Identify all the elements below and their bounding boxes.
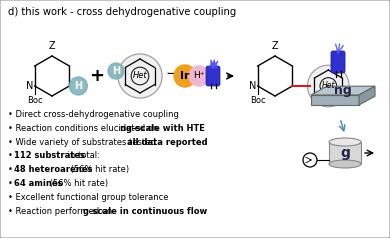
Text: 64 amines: 64 amines bbox=[14, 179, 63, 188]
Text: Ir: Ir bbox=[180, 71, 190, 81]
Text: g-scale in continuous flow: g-scale in continuous flow bbox=[83, 207, 207, 216]
Text: • Wide variety of substrates tested –: • Wide variety of substrates tested – bbox=[8, 138, 165, 147]
Text: g: g bbox=[340, 146, 350, 160]
Text: ng: ng bbox=[334, 84, 352, 97]
Polygon shape bbox=[359, 86, 375, 105]
Text: d) this work - cross dehydrogenative coupling: d) this work - cross dehydrogenative cou… bbox=[8, 7, 236, 17]
Text: all data reported: all data reported bbox=[127, 138, 207, 147]
Polygon shape bbox=[311, 95, 359, 105]
FancyBboxPatch shape bbox=[206, 66, 220, 86]
Text: 112 substrates: 112 substrates bbox=[14, 151, 85, 160]
Text: Z: Z bbox=[49, 41, 55, 51]
Circle shape bbox=[69, 77, 87, 95]
FancyBboxPatch shape bbox=[331, 51, 345, 73]
Text: • Direct cross-dehydrogenative coupling: • Direct cross-dehydrogenative coupling bbox=[8, 110, 179, 119]
Text: Boc: Boc bbox=[27, 96, 43, 105]
Text: •: • bbox=[8, 151, 16, 160]
Ellipse shape bbox=[329, 138, 361, 146]
Text: N: N bbox=[26, 81, 34, 91]
Ellipse shape bbox=[329, 160, 361, 168]
Circle shape bbox=[108, 63, 124, 79]
Text: H: H bbox=[74, 81, 82, 91]
Ellipse shape bbox=[308, 65, 349, 107]
Text: 48 heteroarenes: 48 heteroarenes bbox=[14, 165, 92, 174]
Text: •: • bbox=[8, 165, 16, 174]
Text: Het: Het bbox=[133, 71, 147, 80]
Text: (56% hit rate): (56% hit rate) bbox=[47, 179, 108, 188]
Text: H⁺: H⁺ bbox=[193, 71, 205, 80]
Circle shape bbox=[189, 66, 209, 86]
Text: • Reaction performed on: • Reaction performed on bbox=[8, 207, 115, 216]
Text: • Excellent functional group tolerance: • Excellent functional group tolerance bbox=[8, 193, 168, 202]
Polygon shape bbox=[311, 86, 375, 95]
Text: •: • bbox=[8, 179, 16, 188]
Text: N: N bbox=[249, 81, 257, 91]
Text: +: + bbox=[89, 67, 105, 85]
Text: Z: Z bbox=[272, 41, 278, 51]
Bar bbox=[329, 142, 361, 164]
Text: H: H bbox=[112, 66, 120, 76]
Ellipse shape bbox=[118, 54, 162, 98]
Text: in total:: in total: bbox=[65, 151, 99, 160]
Text: • Reaction conditions elucidated on: • Reaction conditions elucidated on bbox=[8, 124, 161, 133]
Text: (56% hit rate): (56% hit rate) bbox=[68, 165, 129, 174]
Text: Boc: Boc bbox=[250, 96, 266, 105]
Text: −: − bbox=[166, 66, 178, 81]
Circle shape bbox=[174, 65, 196, 87]
Text: Het: Het bbox=[322, 81, 335, 90]
Text: ng-scale with HTE: ng-scale with HTE bbox=[121, 124, 205, 133]
